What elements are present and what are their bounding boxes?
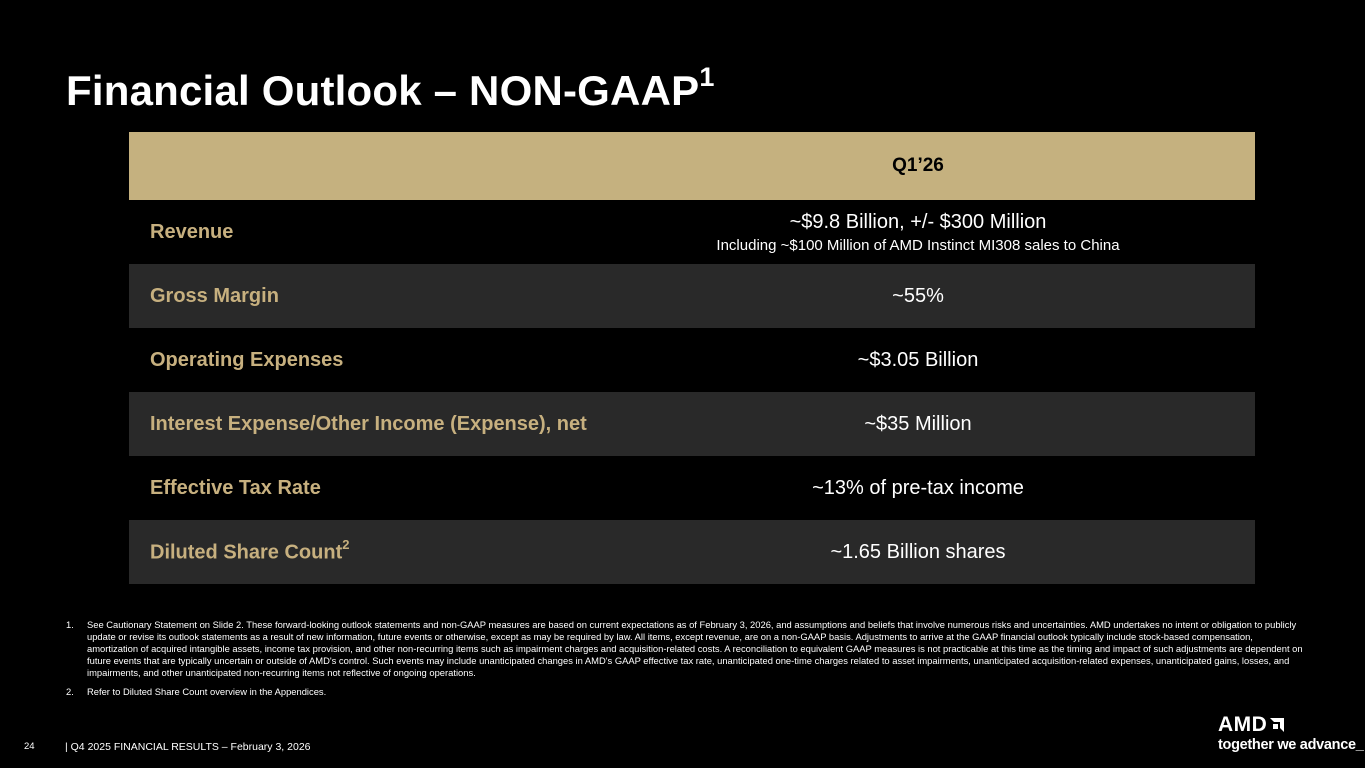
footnotes: 1. See Cautionary Statement on Slide 2. …	[66, 619, 1306, 705]
row-label: Interest Expense/Other Income (Expense),…	[150, 412, 587, 435]
outlook-table: Q1’26 Revenue ~$9.8 Billion, +/- $300 Mi…	[129, 132, 1255, 584]
row-label: Revenue	[150, 220, 234, 243]
row-value: ~$35 Million	[864, 412, 972, 435]
row-label: Diluted Share Count2	[150, 537, 350, 564]
table-row-effective-tax-rate: Effective Tax Rate ~13% of pre-tax incom…	[129, 456, 1255, 520]
amd-tagline: together we advance_	[1218, 737, 1364, 753]
table-row-operating-expenses: Operating Expenses ~$3.05 Billion	[129, 328, 1255, 392]
footnote-text: See Cautionary Statement on Slide 2. The…	[87, 619, 1303, 678]
footnote-text: Refer to Diluted Share Count overview in…	[87, 686, 327, 697]
footnote-1: 1. See Cautionary Statement on Slide 2. …	[66, 619, 1306, 679]
footnote-number: 1.	[66, 619, 74, 630]
row-label: Effective Tax Rate	[150, 476, 321, 499]
page-number: 24	[24, 741, 35, 752]
revenue-subnote: Including ~$100 Million of AMD Instinct …	[716, 236, 1120, 254]
table-header-row: Q1’26	[129, 132, 1255, 200]
amd-logo: AMD together we advance_	[1218, 713, 1364, 753]
row-label: Gross Margin	[150, 284, 279, 307]
table-row-revenue: Revenue ~$9.8 Billion, +/- $300 Million …	[129, 200, 1255, 264]
row-value: ~13% of pre-tax income	[812, 476, 1024, 499]
slide-title: Financial Outlook – NON-GAAP1	[66, 62, 715, 114]
row-value: ~1.65 Billion shares	[830, 540, 1006, 563]
footnote-number: 2.	[66, 686, 74, 697]
footnote-2: 2. Refer to Diluted Share Count overview…	[66, 686, 1306, 698]
row-label: Operating Expenses	[150, 348, 344, 371]
label-footnote-marker: 2	[342, 537, 350, 553]
table-row-interest-expense: Interest Expense/Other Income (Expense),…	[129, 392, 1255, 456]
table-row-gross-margin: Gross Margin ~55%	[129, 264, 1255, 328]
wordmark-text: AMD	[1218, 713, 1268, 736]
title-footnote-marker: 1	[699, 62, 715, 92]
revenue-value: ~$9.8 Billion, +/- $300 Million	[789, 210, 1047, 233]
amd-arrow-icon	[1270, 718, 1285, 732]
column-header-q1-26: Q1’26	[892, 155, 944, 176]
row-value: ~$9.8 Billion, +/- $300 Million Includin…	[581, 211, 1255, 254]
footer-text: | Q4 2025 FINANCIAL RESULTS – February 3…	[65, 741, 311, 753]
row-value: ~55%	[892, 284, 944, 307]
amd-wordmark: AMD	[1218, 713, 1364, 737]
table-row-diluted-share-count: Diluted Share Count2 ~1.65 Billion share…	[129, 520, 1255, 584]
row-value: ~$3.05 Billion	[857, 348, 979, 371]
